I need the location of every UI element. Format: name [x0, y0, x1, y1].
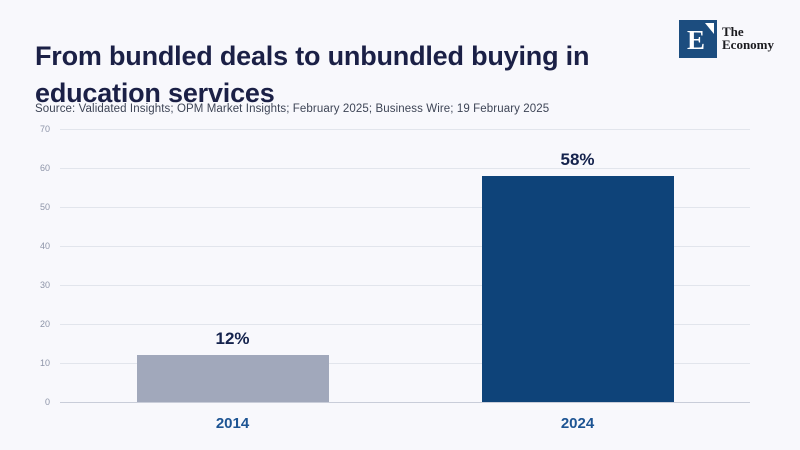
- y-tick-label-50: 50: [39, 202, 50, 212]
- the-economy-logo: E The Economy: [679, 20, 774, 58]
- gridline-70: [60, 129, 750, 130]
- logo-wordmark-line2: Economy: [722, 37, 774, 52]
- logo-letter: E: [686, 24, 705, 55]
- bar-2024: 58%: [481, 150, 674, 402]
- logo-mark: E: [679, 20, 717, 58]
- logo-wordmark: The Economy: [722, 25, 774, 51]
- bar-2014: 12%: [136, 329, 329, 402]
- gridline-20: [60, 324, 750, 325]
- x-category-label-2014: 2014: [215, 415, 250, 432]
- gridline-10: [60, 363, 750, 364]
- y-tick-label-30: 30: [39, 280, 50, 290]
- y-tick-label-10: 10: [39, 358, 50, 368]
- value-label-2014: 12%: [215, 329, 250, 349]
- logo-apostrophe-icon: [705, 23, 714, 34]
- y-tick-label-70: 70: [39, 124, 50, 134]
- y-tick-label-20: 20: [39, 319, 50, 329]
- gridline-60: [60, 168, 750, 169]
- x-category-label-2024: 2024: [560, 415, 595, 432]
- y-tick-label-0: 0: [44, 397, 50, 407]
- y-tick-label-40: 40: [39, 241, 50, 251]
- gridline-40: [60, 246, 750, 247]
- gridline-30: [60, 285, 750, 286]
- value-label-2024: 58%: [560, 149, 595, 169]
- gridline-0: [60, 402, 750, 403]
- logo-wordmark-line1: The: [722, 24, 744, 39]
- page-title: From bundled deals to unbundled buying i…: [35, 41, 590, 109]
- y-tick-label-60: 60: [39, 163, 50, 173]
- source-note: Source: Validated Insights; OPM Market I…: [35, 103, 550, 115]
- gridline-50: [60, 207, 750, 208]
- plot-area: 0 10 20 30 40 50 60 70 12% 2014 58% 2024: [40, 124, 750, 432]
